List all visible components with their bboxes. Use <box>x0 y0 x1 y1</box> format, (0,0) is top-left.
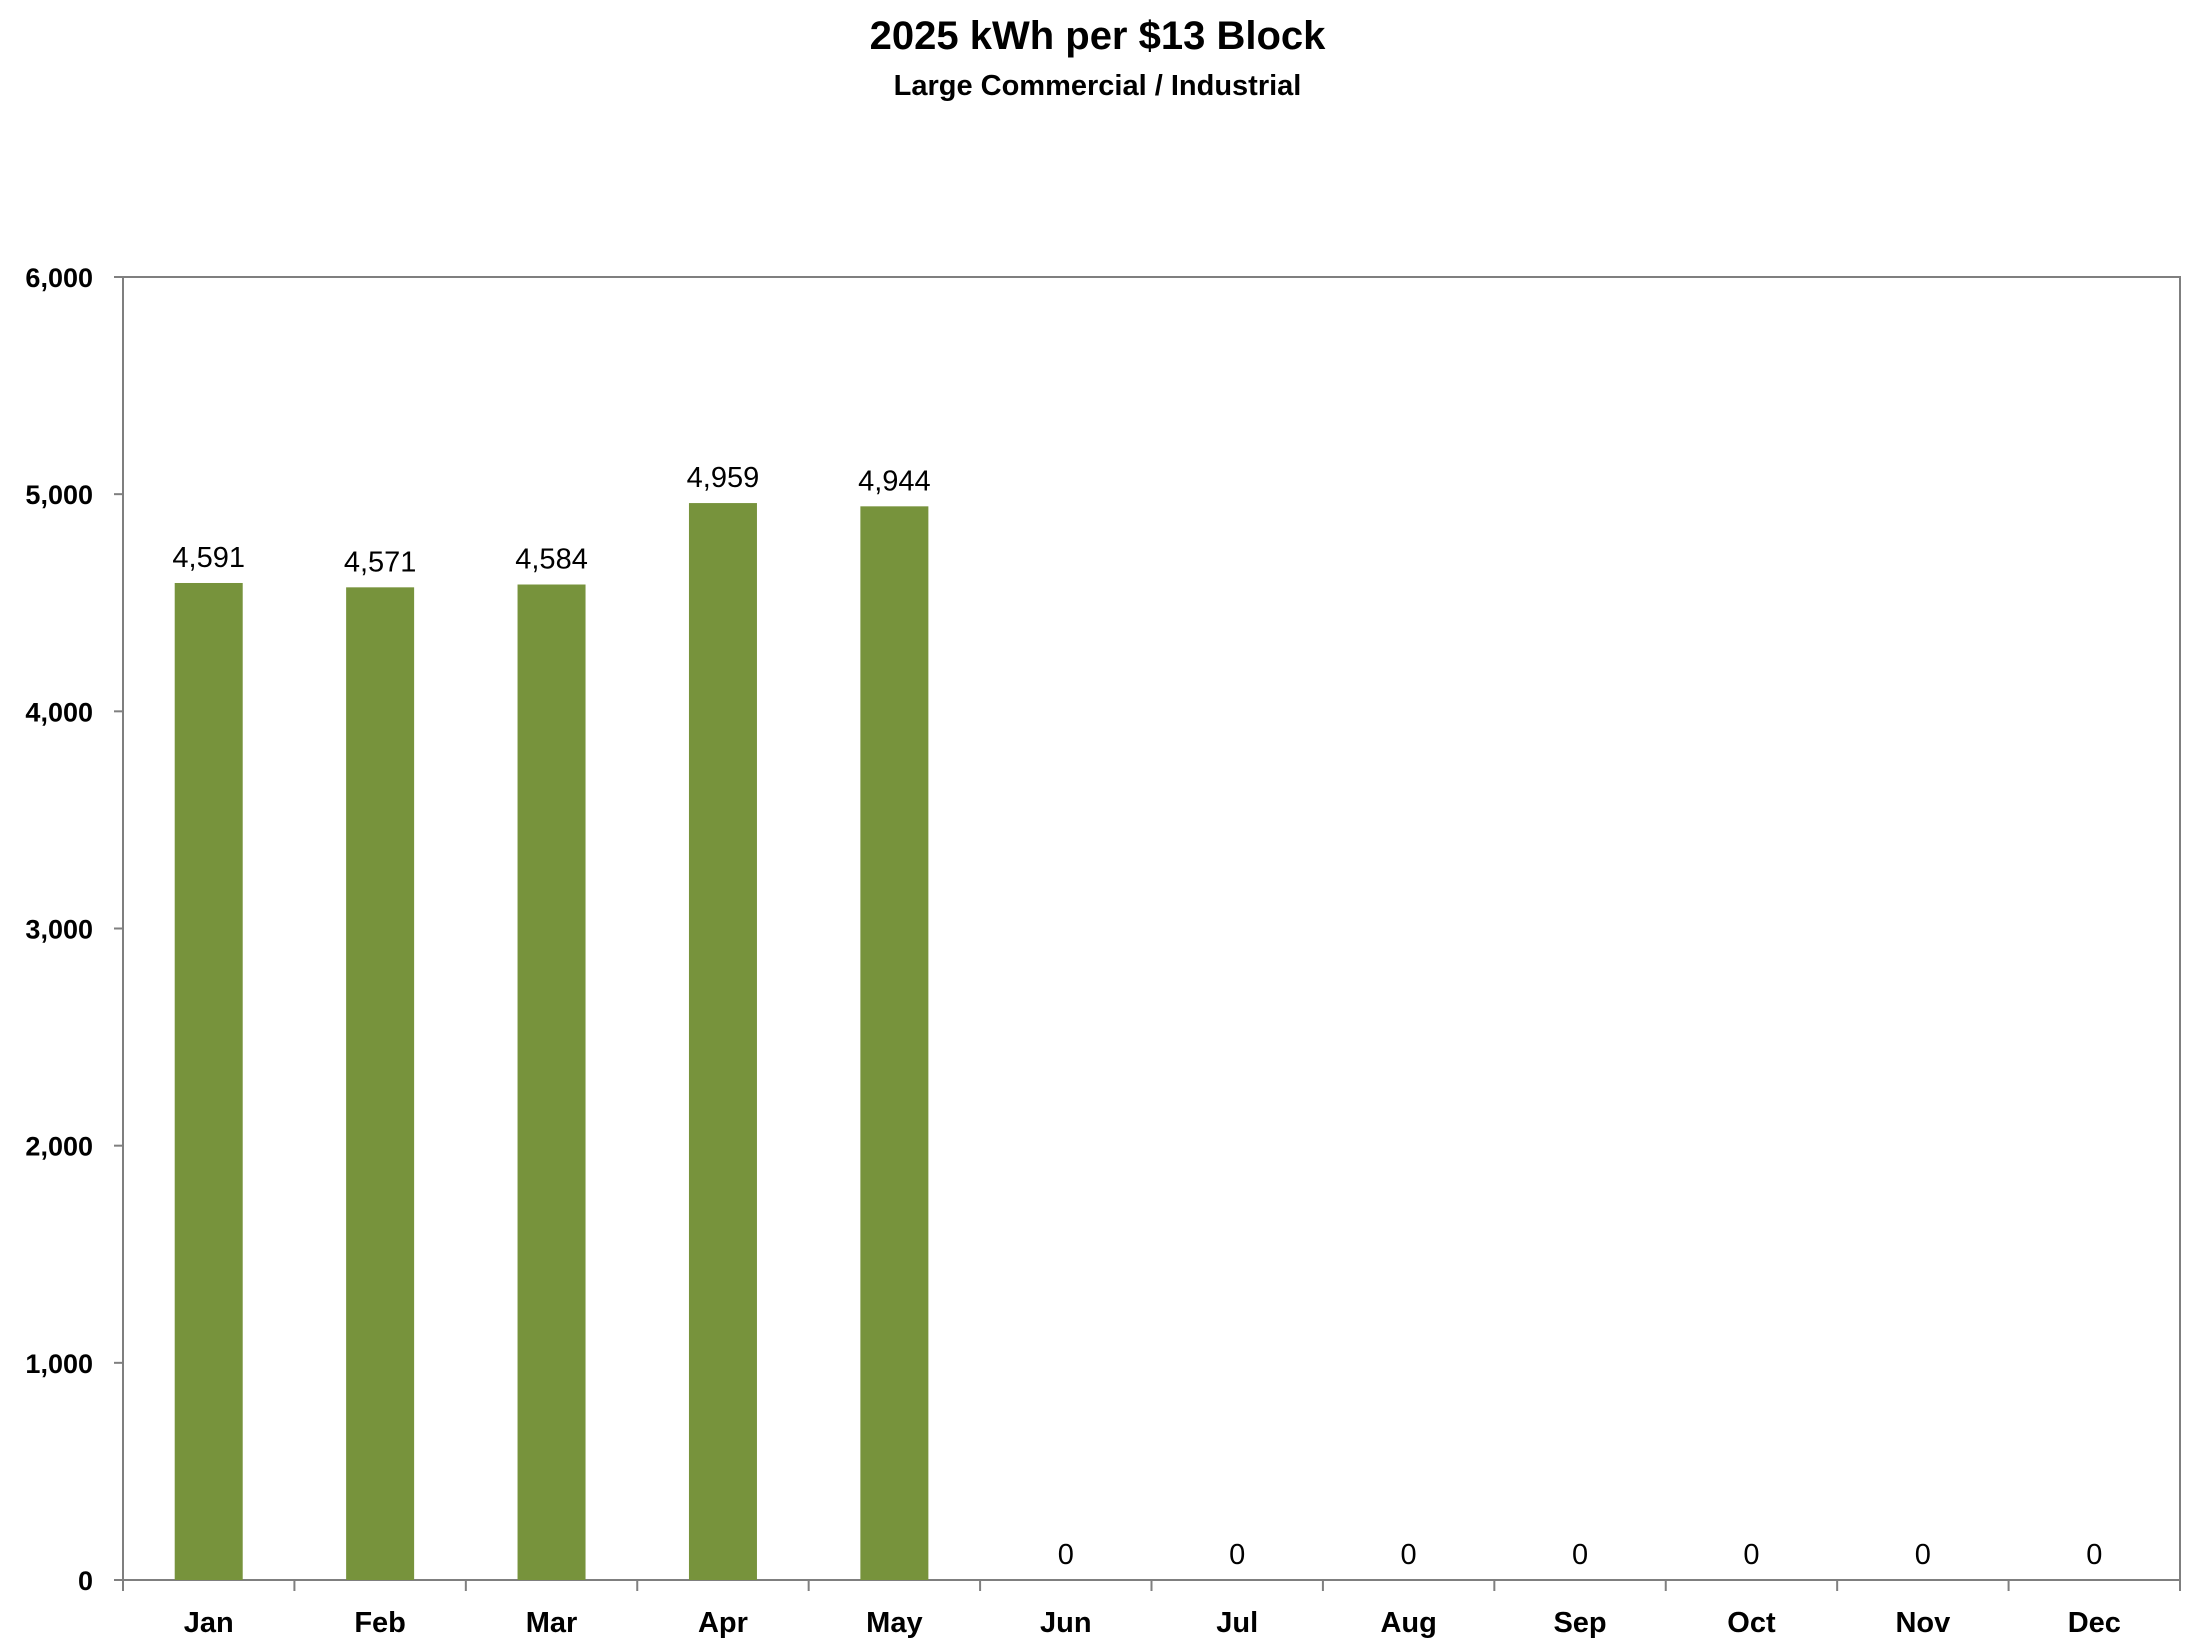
y-tick-label: 2,000 <box>25 1132 93 1162</box>
x-tick-label-apr: Apr <box>698 1607 748 1639</box>
data-label-jun: 0 <box>1058 1539 1074 1571</box>
y-tick-label: 4,000 <box>25 697 93 727</box>
bar-jan <box>174 582 243 1580</box>
data-label-jul: 0 <box>1229 1539 1245 1571</box>
x-tick-label-dec: Dec <box>2068 1607 2121 1639</box>
x-tick-label-sep: Sep <box>1553 1607 1606 1639</box>
chart-subtitle: Large Commercial / Industrial <box>893 70 1302 102</box>
plot-frame <box>122 276 2181 1581</box>
y-tick-label: 5,000 <box>25 480 93 510</box>
data-label-mar: 4,584 <box>515 544 588 576</box>
x-tick-label-aug: Aug <box>1380 1607 1436 1639</box>
x-tick-label-jun: Jun <box>1040 1607 1092 1639</box>
bar-apr <box>688 503 757 1580</box>
data-label-may: 4,944 <box>858 465 931 497</box>
data-label-dec: 0 <box>2086 1539 2102 1571</box>
y-tick-label: 6,000 <box>25 263 93 293</box>
bar-mar <box>517 584 586 1580</box>
x-tick-label-oct: Oct <box>1727 1607 1776 1639</box>
x-tick-label-jan: Jan <box>184 1607 234 1639</box>
data-label-apr: 4,959 <box>687 462 760 494</box>
x-tick-label-feb: Feb <box>354 1607 406 1639</box>
y-tick-label: 1,000 <box>25 1349 93 1379</box>
data-label-feb: 4,571 <box>344 546 417 578</box>
chart-title: 2025 kWh per $13 Block <box>869 14 1326 58</box>
x-tick-label-jul: Jul <box>1216 1607 1258 1639</box>
bar-feb <box>346 587 415 1580</box>
data-label-aug: 0 <box>1401 1539 1417 1571</box>
y-tick-label: 0 <box>78 1566 93 1596</box>
x-tick-label-may: May <box>866 1607 922 1639</box>
x-tick-label-mar: Mar <box>526 1607 578 1639</box>
data-label-jan: 4,591 <box>172 542 245 574</box>
bar-may <box>860 506 929 1580</box>
y-tick-label: 3,000 <box>25 915 93 945</box>
data-label-sep: 0 <box>1572 1539 1588 1571</box>
x-tick-label-nov: Nov <box>1895 1607 1950 1639</box>
data-label-nov: 0 <box>1915 1539 1931 1571</box>
data-label-oct: 0 <box>1743 1539 1759 1571</box>
